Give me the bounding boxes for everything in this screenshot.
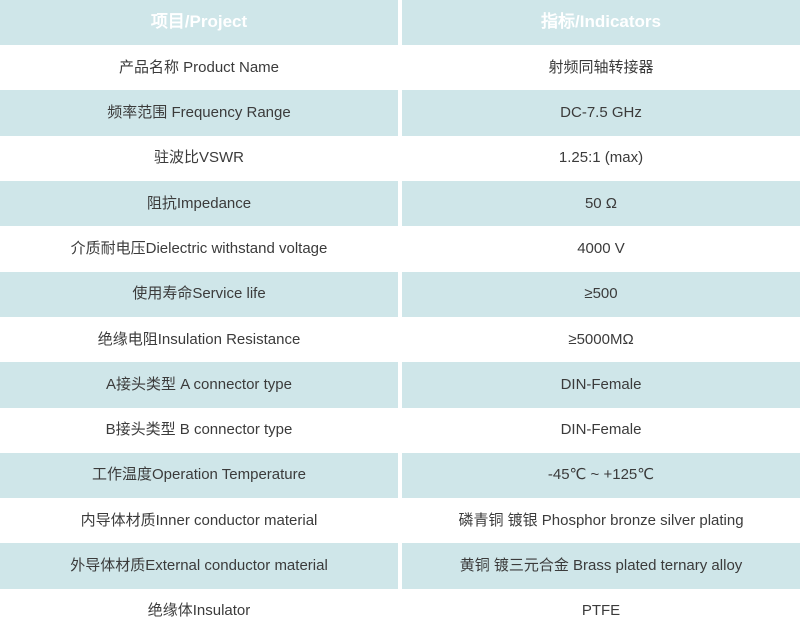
header-project: 项目/Project (150, 12, 248, 32)
table-row-b-connector-type: B接头类型 B connector type DIN-Female (0, 407, 800, 453)
row-label: A接头类型 A connector type (106, 375, 292, 393)
row-value: DIN-Female (398, 362, 800, 408)
header-indicators: 指标/Indicators (398, 0, 800, 45)
table-row-insulator: 绝缘体Insulator PTFE (0, 588, 800, 634)
row-label: 频率范围 Frequency Range (107, 103, 291, 121)
row-value: 射频同轴转接器 (398, 45, 800, 91)
table-row-dielectric-withstand-voltage: 介质耐电压Dielectric withstand voltage 4000 V (0, 226, 800, 272)
row-label: B接头类型 B connector type (105, 421, 293, 439)
table-row-insulation-resistance: 绝缘电阻Insulation Resistance ≥5000MΩ (0, 316, 800, 363)
row-label: 外导体材质External conductor material (70, 557, 328, 575)
table-row-operation-temperature: 工作温度Operation Temperature -45℃ ~ +125℃ (0, 452, 800, 499)
row-value: ≥500 (398, 271, 800, 317)
row-label: 阻抗Impedance (146, 194, 252, 212)
table-row-service-life: 使用寿命Service life ≥500 (0, 271, 800, 317)
table-row-impedance: 阻抗Impedance 50 Ω (0, 180, 800, 227)
row-value: 磷青铜 镀银 Phosphor bronze silver plating (398, 498, 800, 544)
table-row-vswr: 驻波比VSWR 1.25:1 (max) (0, 135, 800, 181)
row-value: ≥5000MΩ (398, 316, 800, 363)
row-value: PTFE (398, 588, 800, 634)
table-row-inner-conductor-material: 内导体材质Inner conductor material 磷青铜 镀银 Pho… (0, 498, 800, 544)
row-value: DC-7.5 GHz (398, 90, 800, 136)
row-label: 产品名称 Product Name (118, 58, 280, 76)
row-value: 50 Ω (398, 180, 800, 227)
row-label: 介质耐电压Dielectric withstand voltage (70, 239, 328, 257)
row-value: 4000 V (398, 226, 800, 272)
table-header-row: 项目/Project 指标/Indicators (0, 0, 800, 45)
table-row-external-conductor-material: 外导体材质External conductor material 黄铜 镀三元合… (0, 543, 800, 589)
row-label: 工作温度Operation Temperature (92, 466, 306, 484)
row-value: -45℃ ~ +125℃ (398, 452, 800, 499)
row-value: 黄铜 镀三元合金 Brass plated ternary alloy (398, 543, 800, 589)
row-label: 驻波比VSWR (153, 149, 244, 167)
row-value: DIN-Female (398, 407, 800, 453)
row-label: 内导体材质Inner conductor material (80, 511, 318, 529)
row-label: 使用寿命Service life (132, 285, 266, 303)
row-label: 绝缘电阻Insulation Resistance (97, 330, 301, 348)
row-label: 绝缘体Insulator (147, 602, 251, 620)
table-row-a-connector-type: A接头类型 A connector type DIN-Female (0, 362, 800, 408)
table-row-frequency-range: 频率范围 Frequency Range DC-7.5 GHz (0, 90, 800, 136)
row-value: 1.25:1 (max) (398, 135, 800, 181)
table-row-product-name: 产品名称 Product Name 射频同轴转接器 (0, 45, 800, 91)
